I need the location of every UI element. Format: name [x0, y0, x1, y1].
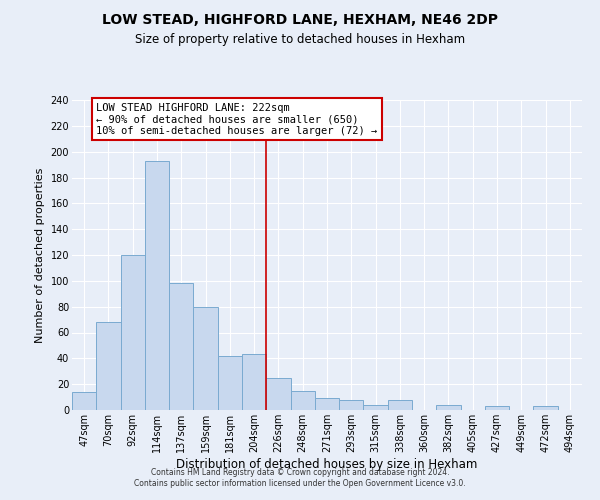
Text: LOW STEAD, HIGHFORD LANE, HEXHAM, NE46 2DP: LOW STEAD, HIGHFORD LANE, HEXHAM, NE46 2… — [102, 12, 498, 26]
Bar — [193, 306, 218, 410]
X-axis label: Distribution of detached houses by size in Hexham: Distribution of detached houses by size … — [176, 458, 478, 470]
Bar — [218, 356, 242, 410]
Text: LOW STEAD HIGHFORD LANE: 222sqm
← 90% of detached houses are smaller (650)
10% o: LOW STEAD HIGHFORD LANE: 222sqm ← 90% of… — [96, 102, 377, 136]
Text: Size of property relative to detached houses in Hexham: Size of property relative to detached ho… — [135, 32, 465, 46]
Bar — [121, 255, 145, 410]
Bar — [96, 322, 121, 410]
Y-axis label: Number of detached properties: Number of detached properties — [35, 168, 45, 342]
Bar — [145, 160, 169, 410]
Bar — [485, 406, 509, 410]
Bar — [242, 354, 266, 410]
Bar — [533, 406, 558, 410]
Bar — [339, 400, 364, 410]
Bar — [436, 405, 461, 410]
Bar — [290, 390, 315, 410]
Bar — [388, 400, 412, 410]
Bar — [364, 405, 388, 410]
Bar — [72, 392, 96, 410]
Bar — [315, 398, 339, 410]
Text: Contains HM Land Registry data © Crown copyright and database right 2024.
Contai: Contains HM Land Registry data © Crown c… — [134, 468, 466, 487]
Bar — [169, 284, 193, 410]
Bar — [266, 378, 290, 410]
